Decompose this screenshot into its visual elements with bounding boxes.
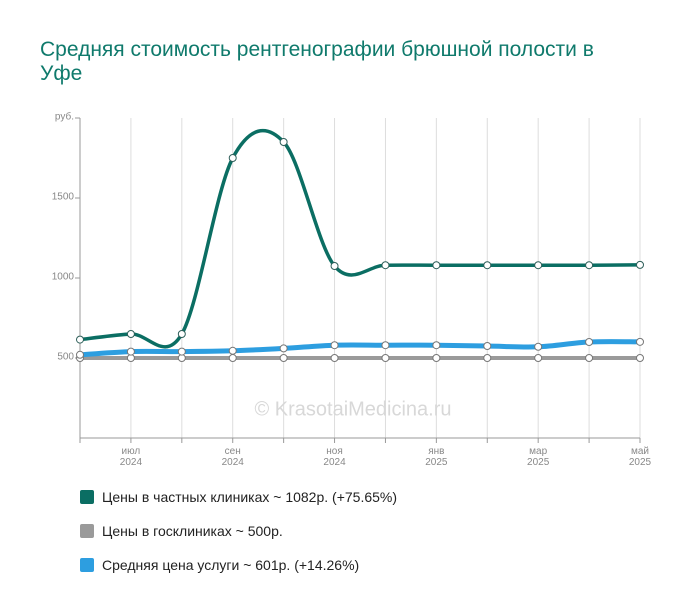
- legend-item: Цены в госклиниках ~ 500р.: [80, 523, 283, 539]
- data-point: [636, 354, 644, 362]
- watermark: © KrasotaiMedicina.ru: [254, 398, 451, 420]
- legend-label: Цены в частных клиниках ~ 1082р. (+75.65…: [102, 489, 398, 505]
- x-tick-label: мар 2025: [527, 446, 550, 468]
- x-tick-label: янв 2025: [425, 446, 448, 468]
- data-point: [228, 346, 237, 355]
- legend-label: Средняя цена услуги ~ 601р. (+14.26%): [102, 557, 360, 573]
- data-point: [432, 354, 441, 362]
- series-line: [78, 128, 642, 349]
- legend-swatch: [80, 558, 94, 572]
- data-point: [279, 354, 288, 362]
- data-point: [585, 261, 594, 270]
- data-point: [534, 342, 543, 351]
- data-point: [483, 261, 492, 270]
- data-point: [330, 341, 339, 350]
- y-tick-label: 500: [57, 352, 74, 363]
- data-point: [126, 347, 135, 356]
- x-tick-label: июл 2024: [119, 446, 143, 468]
- data-point: [228, 154, 237, 162]
- legend-item: Цены в частных клиниках ~ 1082р. (+75.65…: [80, 489, 397, 505]
- data-point: [432, 261, 441, 270]
- data-point: [381, 341, 390, 350]
- data-point: [381, 261, 390, 270]
- legend-swatch: [80, 524, 94, 538]
- chart-title: Средняя стоимость рентгенографии брюшной…: [40, 38, 594, 85]
- legend-item: Средняя цена услуги ~ 601р. (+14.26%): [80, 557, 359, 573]
- data-point: [483, 342, 492, 350]
- data-point: [76, 350, 84, 359]
- y-tick-label: 1500: [52, 192, 75, 203]
- data-point: [534, 354, 543, 362]
- data-point: [534, 261, 543, 270]
- x-tick-label: ноя 2024: [323, 446, 346, 468]
- data-point: [636, 260, 644, 269]
- legend-swatch: [80, 490, 94, 504]
- data-point: [330, 354, 339, 362]
- data-point: [483, 354, 492, 362]
- y-tick-label: руб.: [55, 111, 74, 123]
- data-point: [177, 330, 186, 338]
- data-point: [126, 330, 135, 338]
- data-point: [279, 344, 288, 353]
- data-point: [585, 338, 594, 346]
- data-point: [381, 354, 390, 362]
- data-point: [432, 341, 441, 350]
- series-line: [77, 339, 643, 358]
- data-point: [585, 354, 594, 362]
- x-tick-label: май 2025: [628, 446, 652, 468]
- data-point: [76, 335, 84, 344]
- data-point: [279, 138, 288, 146]
- data-point: [330, 262, 339, 270]
- data-point: [228, 354, 237, 362]
- y-tick-label: 1000: [52, 272, 75, 283]
- data-point: [636, 337, 644, 346]
- x-tick-label: сен 2024: [221, 446, 244, 468]
- legend-label: Цены в госклиниках ~ 500р.: [102, 523, 283, 539]
- data-point: [177, 347, 186, 356]
